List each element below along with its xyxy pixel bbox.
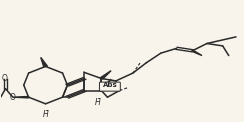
Text: O: O (2, 74, 8, 83)
Text: H̄: H̄ (43, 110, 49, 119)
Polygon shape (100, 71, 111, 79)
FancyBboxPatch shape (100, 82, 120, 91)
Polygon shape (100, 79, 111, 91)
Polygon shape (41, 57, 47, 67)
Polygon shape (192, 50, 202, 56)
Text: O: O (10, 93, 16, 102)
Text: Abs: Abs (102, 82, 117, 88)
Polygon shape (13, 97, 29, 98)
Text: H̄: H̄ (95, 98, 101, 107)
